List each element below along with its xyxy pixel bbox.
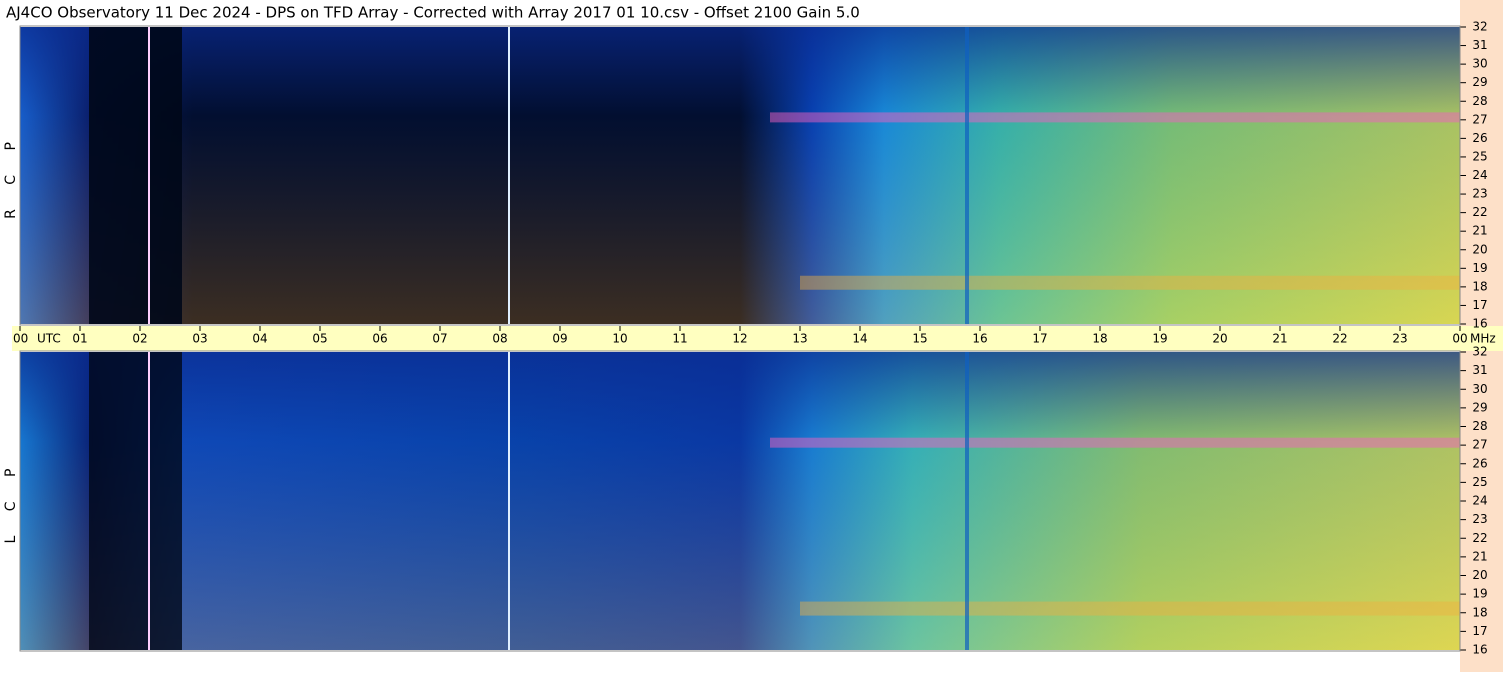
x-tick-label: 11 xyxy=(672,332,687,346)
x-tick-label: 15 xyxy=(912,332,927,346)
x-tick-label: 20 xyxy=(1212,332,1227,346)
polarization-label: R C P xyxy=(3,132,19,219)
y-tick-label: 31 xyxy=(1472,363,1487,377)
dark-column xyxy=(89,352,182,650)
x-tick-label: 17 xyxy=(1032,332,1047,346)
x-tick-label: 22 xyxy=(1332,332,1347,346)
x-tick-label: 00 xyxy=(13,332,28,346)
x-tick-label: 00 xyxy=(1452,332,1467,346)
x-tick-label: 05 xyxy=(312,332,327,346)
y-tick-label: 25 xyxy=(1472,149,1487,163)
x-tick-label: 02 xyxy=(132,332,147,346)
y-tick-label: 24 xyxy=(1472,168,1487,182)
y-tick-label: 26 xyxy=(1472,456,1487,470)
y-tick-label: 16 xyxy=(1472,317,1487,331)
spectrogram-shade xyxy=(20,27,1460,324)
y-tick-label: 32 xyxy=(1472,20,1487,34)
y-tick-label: 22 xyxy=(1472,531,1487,545)
x-tick-label: 04 xyxy=(252,332,267,346)
y-tick-label: 30 xyxy=(1472,382,1487,396)
y-tick-label: 18 xyxy=(1472,605,1487,619)
x-tick-label: 18 xyxy=(1092,332,1107,346)
x-tick-label: 08 xyxy=(492,332,507,346)
y-tick-label: 20 xyxy=(1472,242,1487,256)
x-tick-label: 03 xyxy=(192,332,207,346)
spectrogram-shade xyxy=(20,352,1460,650)
y-tick-label: 21 xyxy=(1472,549,1487,563)
y-tick-label: 22 xyxy=(1472,205,1487,219)
x-tick-label: 10 xyxy=(612,332,627,346)
y-tick-label: 25 xyxy=(1472,475,1487,489)
bright-column xyxy=(965,352,969,650)
x-tick-label: 09 xyxy=(552,332,567,346)
y-tick-label: 19 xyxy=(1472,261,1487,275)
bright-column xyxy=(965,27,969,324)
x-tick-label: 16 xyxy=(972,332,987,346)
frame xyxy=(19,350,1461,652)
y-tick-label: 20 xyxy=(1472,568,1487,582)
y-tick-label: 17 xyxy=(1472,624,1487,638)
frame xyxy=(19,25,1461,326)
x-tick-label: 07 xyxy=(432,332,447,346)
y-tick-label: 31 xyxy=(1472,38,1487,52)
x-unit: UTC xyxy=(37,332,61,346)
x-tick-label: 12 xyxy=(732,332,747,346)
y-tick-label: 16 xyxy=(1472,643,1487,657)
y-tick-label: 19 xyxy=(1472,587,1487,601)
y-tick-label: 27 xyxy=(1472,112,1487,126)
interference-band xyxy=(770,437,1460,448)
interference-band xyxy=(800,275,1460,290)
y-tick-label: 32 xyxy=(1472,345,1487,359)
y-tick-label: 26 xyxy=(1472,131,1487,145)
y-unit: MHz xyxy=(1470,332,1496,346)
x-tick-label: 06 xyxy=(372,332,387,346)
x-tick-label: 14 xyxy=(852,332,867,346)
interference-band xyxy=(800,601,1460,616)
interference-band xyxy=(770,112,1460,123)
chart-title: AJ4CO Observatory 11 Dec 2024 - DPS on T… xyxy=(6,4,860,22)
y-tick-label: 27 xyxy=(1472,438,1487,452)
y-tick-label: 18 xyxy=(1472,279,1487,293)
y-tick-label: 23 xyxy=(1472,512,1487,526)
y-tick-label: 21 xyxy=(1472,224,1487,238)
y-tick-label: 29 xyxy=(1472,75,1487,89)
y-tick-label: 29 xyxy=(1472,400,1487,414)
y-tick-label: 23 xyxy=(1472,187,1487,201)
x-tick-label: 01 xyxy=(72,332,87,346)
y-tick-label: 24 xyxy=(1472,494,1487,508)
dark-column xyxy=(89,27,182,324)
y-tick-label: 30 xyxy=(1472,57,1487,71)
x-tick-label: 19 xyxy=(1152,332,1167,346)
y-tick-label: 28 xyxy=(1472,419,1487,433)
y-tick-label: 28 xyxy=(1472,94,1487,108)
y-tick-label: 17 xyxy=(1472,298,1487,312)
x-tick-label: 23 xyxy=(1392,332,1407,346)
polarization-label: L C P xyxy=(3,459,19,544)
x-tick-label: 21 xyxy=(1272,332,1287,346)
x-tick-label: 13 xyxy=(792,332,807,346)
